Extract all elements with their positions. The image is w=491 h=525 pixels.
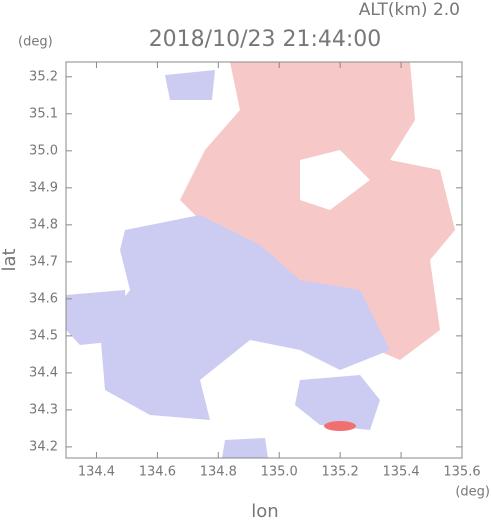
y-tick-label: 35.2 [29,69,58,84]
y-tick-label: 34.4 [29,365,58,380]
y-tick-label: 34.9 [29,180,58,195]
y-tick-label: 34.6 [29,291,58,306]
approaching-echo [222,438,268,458]
x-tick-label: 135.6 [443,465,480,480]
plot-frame [65,61,463,459]
x-tick-label: 135.0 [261,465,298,480]
x-unit: (deg) [455,485,490,500]
x-tick-label: 135.4 [382,465,419,480]
x-axis-label: lon [251,501,278,521]
velocity-field [66,62,455,458]
y-axis-label: lat [0,248,20,271]
y-tick-label: 34.7 [29,254,58,269]
y-tick-label: 34.8 [29,217,58,232]
approaching-echo [295,375,380,430]
y-tick-label: 34.2 [29,439,58,454]
altitude: ALT(km) 2.0 [359,0,460,20]
x-tick-label: 134.4 [78,465,115,480]
approaching-echo [165,70,215,100]
receding-echo [180,62,455,360]
chart-title: 2018/10/23 21:44:00 [149,27,382,52]
strong-echo [324,421,356,431]
x-tick-label: 134.8 [200,465,237,480]
y-unit: (deg) [18,35,53,50]
echo-gap [300,150,370,210]
y-tick-label: 34.5 [29,328,58,343]
approaching-echo [66,290,128,345]
y-tick-label: 35.1 [29,106,58,121]
x-tick-label: 135.2 [322,465,359,480]
y-tick-label: 35.0 [29,143,58,158]
x-tick-label: 134.6 [139,465,176,480]
approaching-echo [100,215,390,420]
y-tick-label: 34.3 [29,402,58,417]
